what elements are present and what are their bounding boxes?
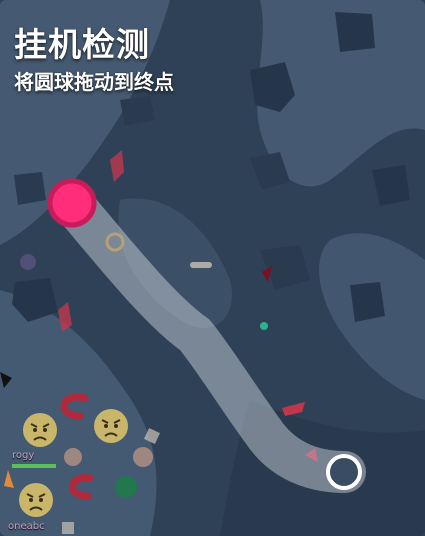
- red-horseshoe-icon: [68, 474, 94, 500]
- rock: [335, 12, 375, 52]
- rock: [250, 62, 295, 112]
- drag-path: [51, 182, 366, 493]
- rock: [120, 96, 155, 126]
- game-title: 挂机检测: [14, 25, 150, 64]
- terrain-patch: [257, 0, 425, 187]
- bone-icon: [190, 262, 212, 268]
- rock: [372, 165, 410, 206]
- angry-face-icon: [23, 413, 57, 447]
- red-leaf-icon: [58, 302, 72, 332]
- goal-ring-icon: [326, 454, 362, 490]
- rock: [12, 278, 58, 322]
- terrain-patch: [118, 198, 232, 328]
- dark-shard-icon: [0, 372, 12, 388]
- rock: [250, 152, 290, 190]
- flower-icon: [64, 448, 82, 466]
- block-icon: [62, 522, 74, 534]
- block-icon: [144, 428, 160, 444]
- player-name-label: rogy: [12, 450, 35, 461]
- red-horseshoe-icon: [60, 393, 89, 420]
- ring-food-icon: [105, 232, 125, 252]
- red-leaf-icon: [110, 150, 124, 182]
- instruction-text: 将圆球拖动到终点: [14, 70, 174, 94]
- pink-shard-icon: [305, 448, 318, 462]
- purple-blob-icon: [20, 254, 36, 270]
- green-gem-icon: [260, 322, 268, 330]
- terrain-patch: [220, 400, 425, 536]
- green-shell-icon: [115, 476, 137, 498]
- rock: [14, 172, 46, 205]
- draggable-ball[interactable]: [47, 178, 97, 228]
- rock: [350, 282, 385, 322]
- angry-face-icon: [19, 483, 53, 517]
- player-name-label: oneabc: [8, 521, 45, 532]
- flower-icon: [133, 447, 153, 467]
- angry-face-icon: [94, 409, 128, 443]
- red-shard-icon: [262, 266, 272, 282]
- red-leaf-icon: [282, 402, 305, 416]
- player-health-bar: [12, 464, 56, 468]
- orange-claw-icon: [4, 470, 14, 488]
- rock: [260, 245, 310, 290]
